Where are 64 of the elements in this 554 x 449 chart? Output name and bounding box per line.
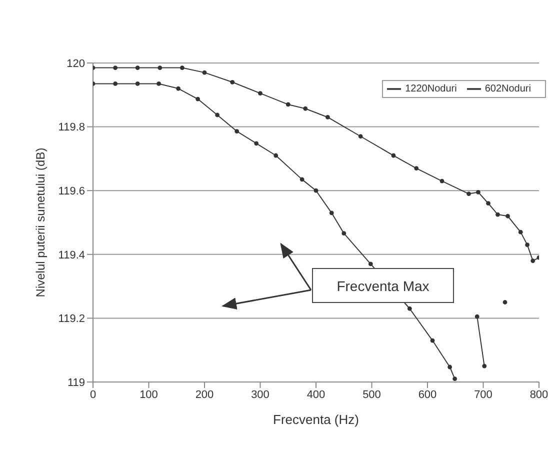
point — [135, 82, 140, 86]
point — [215, 112, 220, 118]
point — [414, 166, 419, 170]
point — [358, 134, 363, 139]
x-tick-label: 800 — [530, 388, 548, 401]
point — [391, 153, 396, 158]
x-tick-label: 700 — [474, 388, 492, 401]
point — [407, 306, 412, 311]
point — [156, 82, 161, 86]
point — [448, 364, 452, 370]
y-tick-label: 119.2 — [58, 313, 85, 326]
point — [234, 129, 240, 134]
line-series — [93, 66, 539, 263]
point — [452, 376, 458, 382]
point — [506, 214, 510, 218]
x-tick-label: 200 — [195, 388, 214, 401]
point — [342, 231, 346, 236]
point — [176, 86, 180, 91]
x-tick-label: 500 — [362, 388, 381, 401]
point — [113, 82, 118, 86]
point — [202, 70, 207, 75]
point — [303, 106, 308, 111]
legend-label: 602Noduri — [484, 84, 531, 95]
point — [482, 364, 487, 368]
point — [440, 178, 444, 184]
legend-label: 1220Noduri — [405, 84, 457, 95]
x-axis-title: Frecventa (Hz) — [273, 412, 359, 427]
point — [300, 177, 304, 182]
point — [274, 153, 278, 158]
point — [466, 192, 471, 196]
point — [430, 338, 435, 343]
point — [329, 210, 334, 216]
point — [496, 212, 500, 217]
y-tick-label: 119.8 — [58, 122, 85, 134]
point — [525, 242, 530, 248]
point — [530, 258, 536, 263]
point — [196, 96, 200, 102]
point — [314, 188, 318, 193]
point — [113, 66, 118, 70]
point — [230, 80, 235, 84]
point — [476, 190, 480, 194]
y-tick-label: 119.6 — [58, 186, 85, 198]
x-tick-label: 0 — [90, 388, 96, 401]
point — [502, 300, 508, 304]
point — [135, 66, 140, 70]
point — [326, 115, 330, 120]
point — [258, 91, 262, 96]
point — [180, 66, 184, 70]
point — [286, 102, 290, 107]
point — [518, 230, 523, 234]
y-tick-label: 119 — [67, 376, 85, 389]
point — [368, 262, 373, 266]
point — [474, 314, 480, 319]
x-tick-label: 300 — [251, 388, 270, 401]
x-tick-label: 400 — [306, 388, 326, 401]
y-axis-title: Nivelul puterii sunetului (dB) — [33, 148, 48, 298]
point — [158, 66, 162, 70]
x-tick-label: 100 — [140, 388, 158, 401]
callout-box: Frecventa Max — [312, 268, 454, 303]
point — [486, 201, 490, 206]
y-tick-label: 120 — [66, 58, 85, 70]
point — [254, 141, 259, 146]
y-tick-label: 119.4 — [58, 249, 85, 262]
x-tick-label: 600 — [418, 388, 437, 401]
